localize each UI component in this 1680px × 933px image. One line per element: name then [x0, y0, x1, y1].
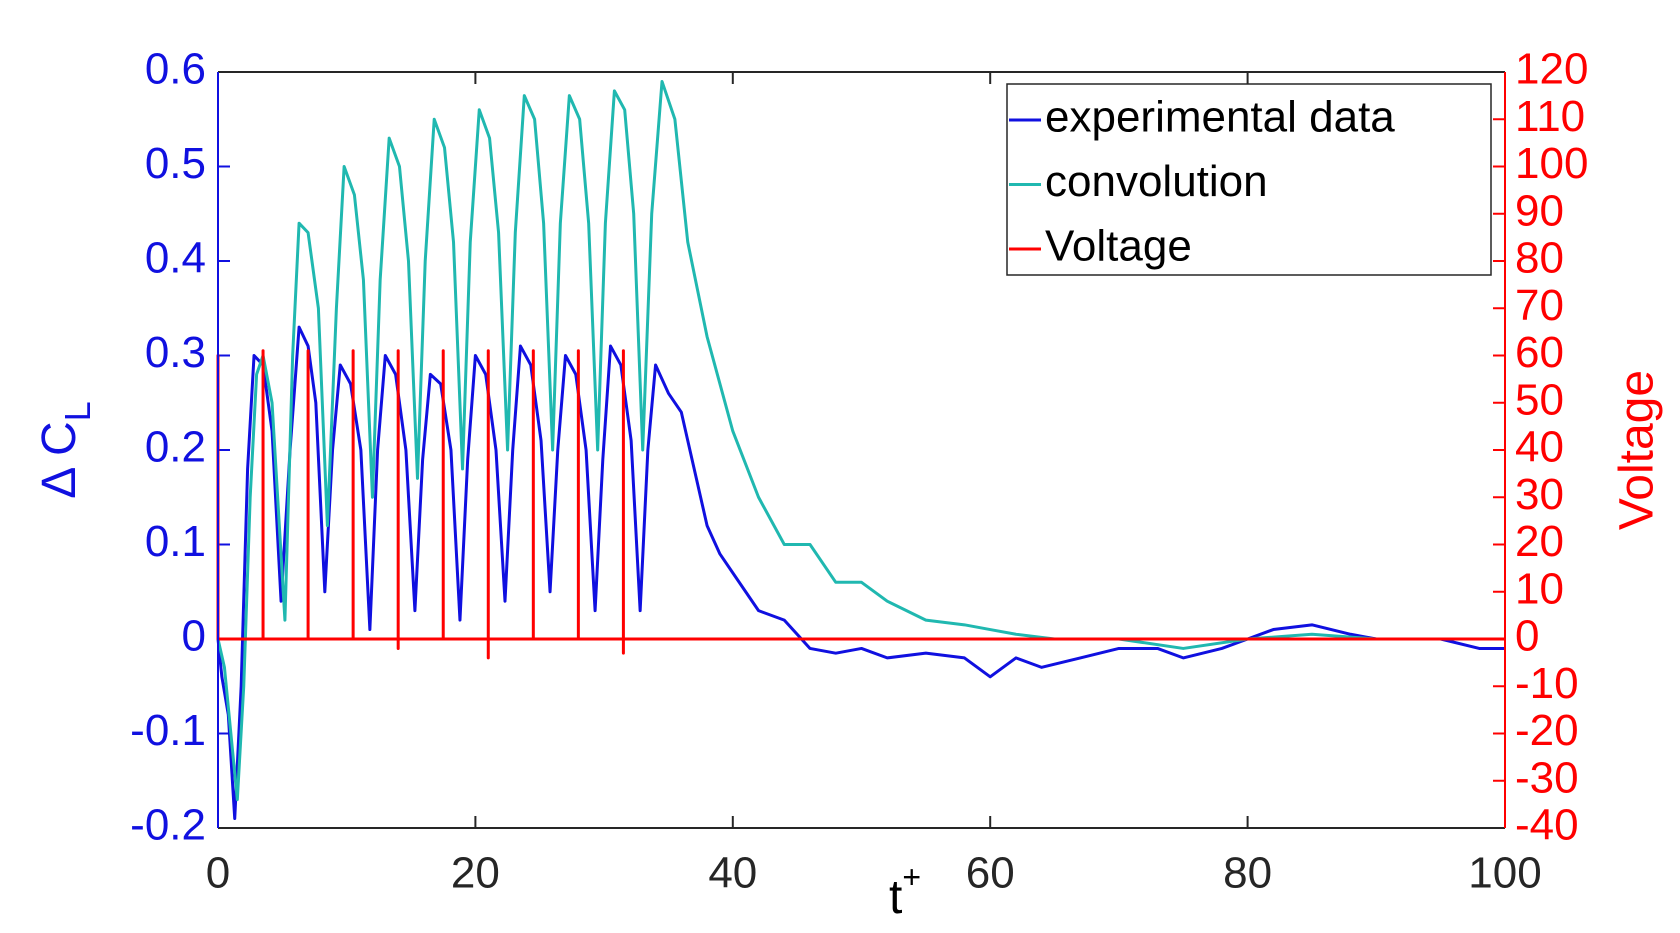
y2-tick-label: -10	[1515, 659, 1579, 708]
y-tick-label: 0.6	[145, 45, 206, 94]
x-label-sup: +	[902, 859, 921, 895]
y-tick-label: 0.4	[145, 234, 206, 283]
y2-tick-label: 30	[1515, 470, 1564, 519]
x-tick-label: 60	[966, 849, 1015, 898]
y2-tick-label: 10	[1515, 564, 1564, 613]
x-label-text: t	[889, 871, 902, 924]
y-tick-label: 0	[182, 612, 206, 661]
y2-tick-label: 0	[1515, 612, 1539, 661]
y2-tick-label: 20	[1515, 517, 1564, 566]
y-tick-label: 0.3	[145, 328, 206, 377]
legend-label: Voltage	[1045, 222, 1192, 271]
x-axis-label: t+	[889, 859, 921, 923]
legend-label: convolution	[1045, 157, 1268, 206]
y-label-sub: L	[57, 401, 98, 421]
y-tick-label: 0.2	[145, 423, 206, 472]
y2-tick-label: 70	[1515, 281, 1564, 330]
y2-tick-label: 50	[1515, 375, 1564, 424]
x-tick-label: 0	[206, 849, 230, 898]
data-line	[216, 349, 1505, 660]
y2-axis-label: Voltage	[1611, 370, 1664, 530]
x-tick-label: 20	[451, 849, 500, 898]
y2-tick-label: 40	[1515, 423, 1564, 472]
y2-tick-label: 60	[1515, 328, 1564, 377]
x-tick-label: 40	[708, 849, 757, 898]
y-axis-label: Δ CL	[33, 401, 98, 498]
legend-label: experimental data	[1045, 93, 1395, 142]
y2-tick-label: 90	[1515, 186, 1564, 235]
y2-tick-label: -30	[1515, 753, 1579, 802]
data-line	[216, 325, 1505, 821]
y2-tick-label: -40	[1515, 801, 1579, 850]
y2-tick-label: 80	[1515, 234, 1564, 283]
y-label-text: Δ C	[33, 421, 86, 498]
y2-tick-label: 100	[1515, 139, 1588, 188]
x-tick-label: 100	[1468, 849, 1541, 898]
y2-tick-label: 120	[1515, 45, 1588, 94]
y-tick-label: 0.1	[145, 517, 206, 566]
y-tick-label: 0.5	[145, 139, 206, 188]
y-tick-label: -0.1	[130, 706, 206, 755]
y2-tick-label: -20	[1515, 706, 1579, 755]
data-line	[216, 79, 1505, 802]
legend-box	[1006, 83, 1492, 276]
x-tick-label: 80	[1223, 849, 1272, 898]
y-tick-label: -0.2	[130, 801, 206, 850]
y2-tick-label: 110	[1515, 92, 1585, 141]
